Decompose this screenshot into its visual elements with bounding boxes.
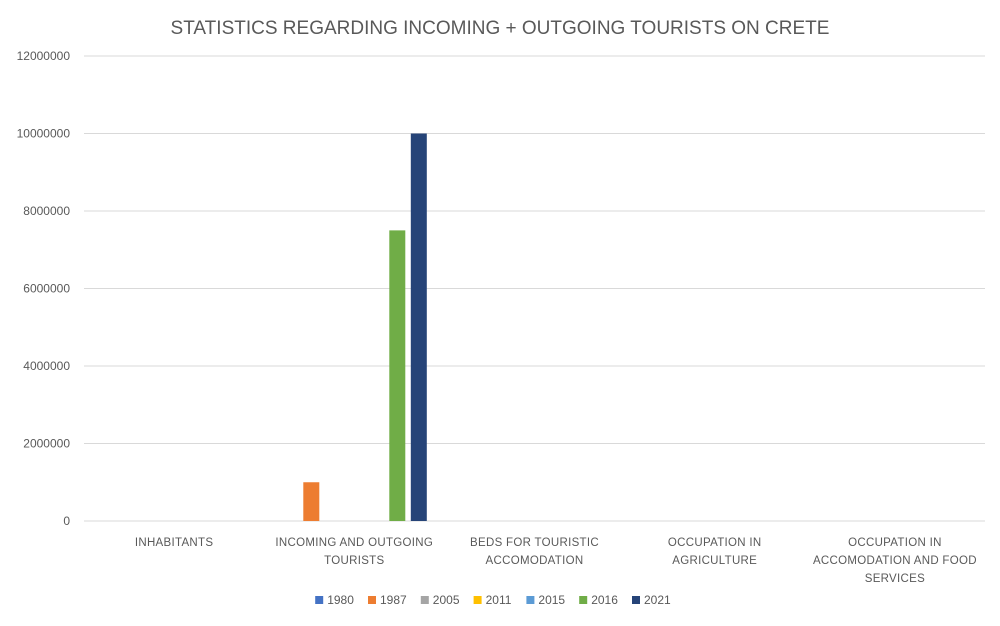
legend-label: 2021 <box>644 593 671 607</box>
bars <box>303 133 427 521</box>
y-tick-label: 6000000 <box>23 282 70 296</box>
legend-swatch <box>526 596 535 604</box>
y-tick-label: 10000000 <box>17 127 71 141</box>
legend-label: 2016 <box>591 593 618 607</box>
y-tick-label: 8000000 <box>23 204 70 218</box>
bar-1987 <box>303 482 320 521</box>
legend-label: 2015 <box>538 593 565 607</box>
x-axis-categories: INHABITANTS INCOMING AND OUTGOING TOURISTS… <box>135 537 977 585</box>
y-tick-label: 4000000 <box>23 359 70 373</box>
legend-item-1980: 1980 <box>315 593 354 607</box>
category-label: INCOMING AND OUTGOING TOURISTS <box>275 537 433 567</box>
bar-2016 <box>389 230 406 521</box>
legend-swatch <box>420 596 429 604</box>
gridlines <box>84 55 985 522</box>
legend-item-2011: 2011 <box>473 593 512 607</box>
legend-swatch <box>473 596 482 604</box>
y-tick-label: 0 <box>63 514 70 528</box>
legend-label: 1980 <box>327 593 354 607</box>
legend-item-2021: 2021 <box>632 593 671 607</box>
category-label: OCCUPATION IN ACCOMODATION AND FOOD SERVIC… <box>813 537 977 585</box>
legend-swatch <box>315 596 324 604</box>
y-tick-label: 12000000 <box>17 49 71 63</box>
y-tick-label: 2000000 <box>23 437 70 451</box>
legend-label: 1987 <box>380 593 407 607</box>
legend-swatch <box>632 596 640 604</box>
legend-swatch <box>579 596 588 604</box>
chart-title: STATISTICS REGARDING INCOMING + OUTGOING… <box>171 18 830 39</box>
legend-item-2016: 2016 <box>579 593 618 607</box>
y-axis-ticks: 0 2000000 4000000 6000000 8000000 10000000 120… <box>17 49 71 528</box>
bar-2021 <box>410 133 427 521</box>
legend-label: 2005 <box>433 593 460 607</box>
category-label: OCCUPATION IN AGRICULTURE <box>668 537 762 567</box>
legend-item-1987: 1987 <box>368 593 407 607</box>
legend-label: 2011 <box>486 593 512 607</box>
legend-swatch <box>368 596 376 604</box>
legend-item-2015: 2015 <box>526 593 565 607</box>
legend: 1980 1987 2005 2011 2015 2016 2021 <box>315 593 671 607</box>
category-label: INHABITANTS <box>135 537 214 549</box>
category-label: BEDS FOR TOURISTIC ACCOMODATION <box>470 537 599 567</box>
legend-item-2005: 2005 <box>420 593 460 607</box>
